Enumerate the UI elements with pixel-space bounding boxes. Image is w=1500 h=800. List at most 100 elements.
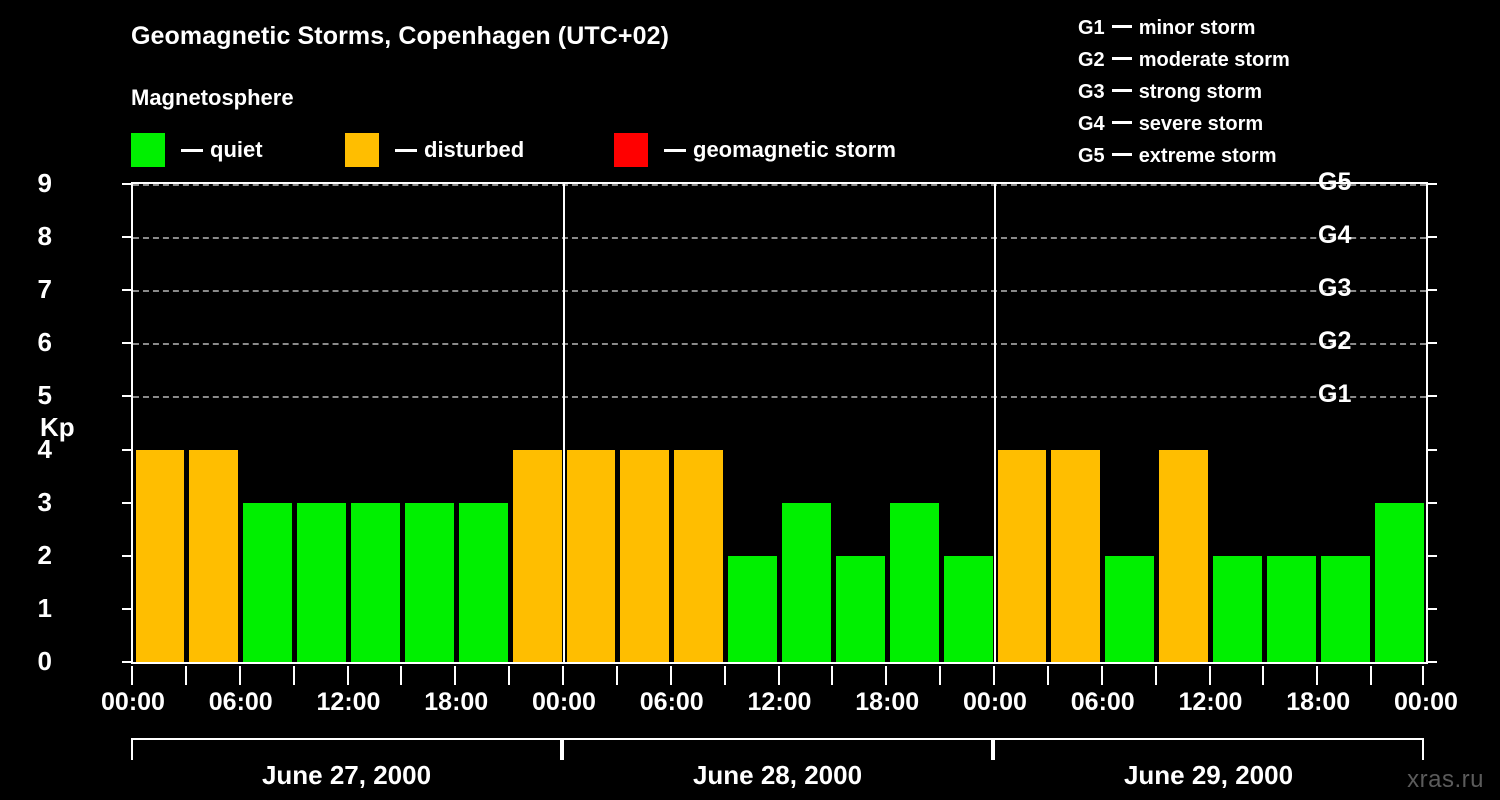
y-tick-right <box>1426 501 1437 504</box>
bracket-top <box>131 738 562 740</box>
bar-kp-4 <box>1051 449 1101 662</box>
g-legend-row-g3: G3 strong storm <box>1078 76 1290 108</box>
g-legend-row-g1: G1 minor storm <box>1078 12 1290 44</box>
y-tick-right <box>1426 395 1437 398</box>
page-title: Geomagnetic Storms, Copenhagen (UTC+02) <box>131 22 670 50</box>
y-axis-title: Kp <box>40 412 75 442</box>
x-axis-labels: 00:00 06:00 12:00 18:00 00:00 06:00 12:00 18:00… <box>0 690 1500 724</box>
bar-kp-4 <box>997 449 1047 662</box>
y-tick-left <box>122 342 133 345</box>
y2-tick-label-g5: G5 <box>1318 168 1352 196</box>
day-bracket: June 29, 2000 <box>993 738 1424 790</box>
y-tick-right <box>1426 448 1437 451</box>
g-legend-code: G4 <box>1078 113 1105 135</box>
x-tick-label: 18:00 <box>855 688 920 716</box>
chart-plot-area <box>122 182 1437 664</box>
g-legend-dash-icon <box>1111 88 1132 92</box>
bar-kp-4 <box>512 449 562 662</box>
x-tick-label: 00:00 <box>101 688 165 716</box>
bracket-r <box>1422 738 1424 760</box>
legend-entry-quiet: quiet <box>131 132 263 168</box>
legend-swatch-disturbed <box>345 133 379 167</box>
x-tick <box>1370 666 1373 685</box>
bar-kp-2 <box>943 555 993 662</box>
x-tick <box>669 666 672 685</box>
bar-kp-2 <box>1320 555 1370 662</box>
bar-kp-4 <box>620 449 670 662</box>
g-legend-text: minor storm <box>1138 17 1256 39</box>
gridline-kp-5 <box>133 396 1426 399</box>
g-legend-code: G5 <box>1078 145 1105 167</box>
y-tick-label: 3 <box>37 486 52 517</box>
gridline-kp-6 <box>133 343 1426 346</box>
y-tick-label: 5 <box>37 380 52 411</box>
day-label: June 29, 2000 <box>1123 760 1294 790</box>
x-tick-label: 12:00 <box>1178 688 1243 716</box>
x-tick <box>400 666 403 685</box>
g-legend-dash-icon <box>1111 24 1132 28</box>
day-bracket: June 28, 2000 <box>562 738 993 790</box>
x-tick <box>1100 666 1103 685</box>
bar-kp-4 <box>566 449 616 662</box>
y-tick-label: 8 <box>37 221 52 252</box>
y-tick-label: 1 <box>37 592 52 623</box>
watermark: xras.ru <box>1407 766 1484 793</box>
g-legend-code: G2 <box>1078 49 1105 71</box>
bracket-l <box>562 738 564 760</box>
bar-kp-3 <box>243 502 293 662</box>
x-tick-label: 00:00 <box>963 688 1027 716</box>
x-tick <box>1422 666 1424 685</box>
g-legend-text: moderate storm <box>1138 49 1290 71</box>
y-tick-left <box>122 183 133 185</box>
legend-dash-icon <box>181 148 203 152</box>
x-tick-label: 12:00 <box>316 688 381 716</box>
day-separator <box>563 184 565 662</box>
legend-label-disturbed: disturbed <box>424 137 525 162</box>
legend-label-quiet: quiet <box>210 137 263 162</box>
x-tick <box>184 666 187 685</box>
x-tick-label: 06:00 <box>208 688 273 716</box>
y2-tick-label-g2: G2 <box>1318 327 1352 356</box>
bar-kp-3 <box>889 502 939 662</box>
x-tick <box>346 666 349 685</box>
x-tick <box>723 666 726 685</box>
bracket-l <box>993 738 995 760</box>
g-legend-dash-icon <box>1111 56 1132 60</box>
y-tick-left <box>122 448 133 451</box>
x-tick-label: 00:00 <box>1394 688 1458 716</box>
y-tick-right <box>1426 289 1437 292</box>
magnetosphere-label: Magnetosphere <box>131 85 294 110</box>
y-tick-right <box>1426 554 1437 557</box>
x-tick <box>562 666 564 685</box>
y-tick-left <box>122 554 133 557</box>
x-tick-label: 06:00 <box>639 688 704 716</box>
bar-kp-4 <box>189 449 239 662</box>
gridline-kp-9 <box>133 184 1426 186</box>
bar-kp-2 <box>835 555 885 662</box>
x-tick <box>777 666 780 685</box>
y-tick-left <box>122 395 133 398</box>
x-tick <box>1154 666 1157 685</box>
x-tick <box>238 666 241 685</box>
x-tick <box>885 666 888 685</box>
day-label: June 28, 2000 <box>692 760 863 790</box>
legend-dash-icon <box>395 148 417 152</box>
legend-swatch-quiet <box>131 133 165 167</box>
bar-kp-3 <box>1374 502 1424 662</box>
legend-entry-disturbed: disturbed <box>345 132 524 168</box>
x-tick <box>292 666 295 685</box>
g-legend-text: severe storm <box>1138 113 1264 135</box>
day-separator <box>994 184 996 662</box>
bar-kp-3 <box>404 502 454 662</box>
legend-label-geomagnetic-storm: geomagnetic storm <box>693 137 896 162</box>
y-tick-right <box>1426 607 1437 610</box>
x-tick-label: 18:00 <box>1286 688 1351 716</box>
y-tick-left <box>122 661 133 663</box>
x-tick <box>615 666 618 685</box>
x-tick <box>1316 666 1319 685</box>
bar-kp-3 <box>782 502 831 662</box>
y-tick-label: 0 <box>37 646 52 676</box>
legend-dash-icon <box>664 148 686 152</box>
g-legend-text: strong storm <box>1138 81 1263 103</box>
bracket-top <box>562 738 993 740</box>
